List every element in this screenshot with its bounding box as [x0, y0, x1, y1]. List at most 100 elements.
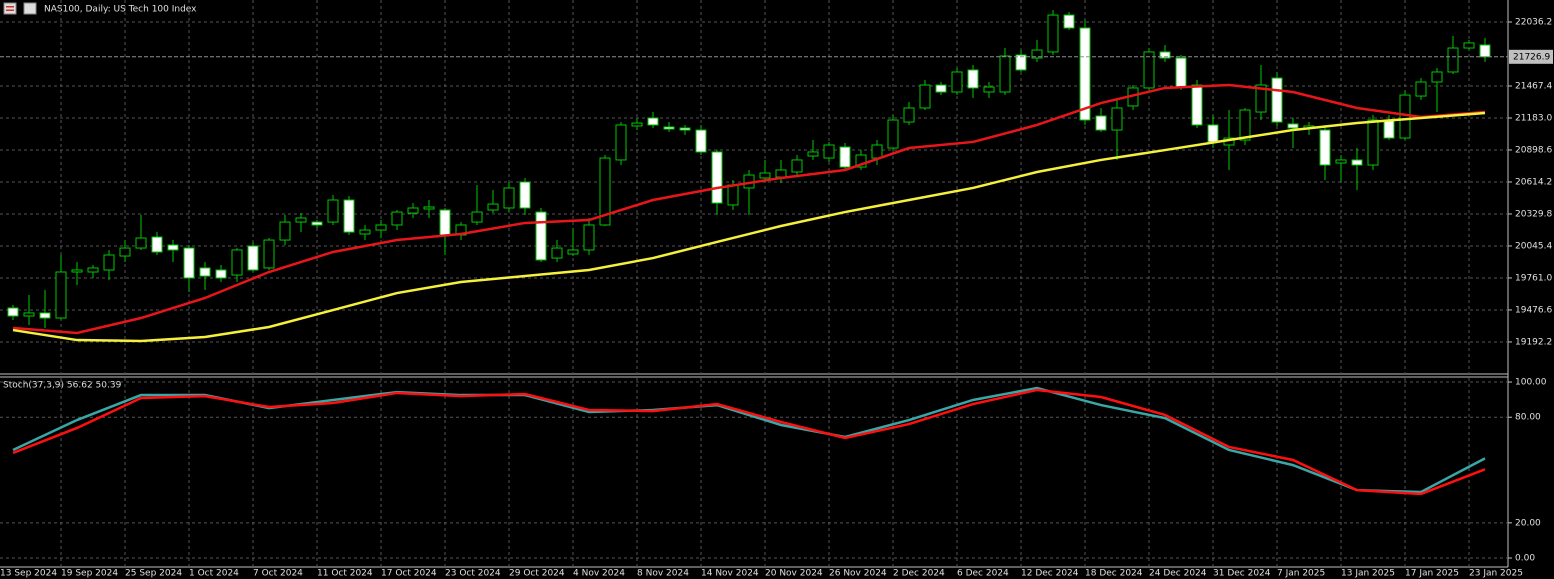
candle-body	[1415, 81, 1427, 97]
x-tick-label: 11 Oct 2024	[317, 569, 373, 579]
x-tick-label: 17 Oct 2024	[381, 569, 437, 579]
candle-body	[1447, 47, 1459, 73]
x-tick-label: 19 Sep 2024	[61, 569, 118, 579]
candle-body	[359, 229, 371, 235]
candle-body	[247, 245, 259, 271]
candle-body	[551, 247, 563, 259]
candle-body	[775, 169, 787, 178]
candle-body	[23, 312, 35, 317]
x-tick-label: 6 Dec 2024	[957, 569, 1009, 579]
candle-body	[663, 126, 675, 130]
y-tick-label: 0.00	[1515, 554, 1535, 564]
candle-body	[919, 84, 931, 109]
x-tick-label: 18 Dec 2024	[1085, 569, 1143, 579]
candle-body	[1319, 129, 1331, 166]
price-label-box	[1509, 49, 1553, 64]
candle-body	[791, 159, 803, 173]
indicator-line	[12, 83, 1486, 335]
candle-body	[103, 254, 115, 271]
candle-body	[391, 211, 403, 226]
candle-body	[727, 184, 739, 206]
candle-body	[615, 124, 627, 161]
candle-body	[407, 207, 419, 214]
price-label: 21726.9	[1513, 52, 1550, 62]
candle-body	[1207, 124, 1219, 143]
x-tick-label: 17 Jan 2025	[1405, 569, 1459, 579]
y-tick-label: 20.00	[1515, 518, 1541, 528]
candle-body	[1031, 49, 1043, 59]
candle-body	[1095, 115, 1107, 131]
x-tick-label: 2 Dec 2024	[893, 569, 945, 579]
menu-icon[interactable]	[3, 2, 17, 15]
y-tick-label: 20045.4	[1515, 241, 1552, 251]
candle-body	[7, 307, 19, 317]
x-tick-label: 23 Oct 2024	[445, 569, 501, 579]
candle-body	[1047, 14, 1059, 53]
y-tick-label: 20898.6	[1515, 145, 1552, 155]
candle-body	[1255, 84, 1267, 113]
candle-body	[375, 224, 387, 231]
candle-body	[935, 84, 947, 93]
symbol-icon[interactable]	[23, 2, 37, 15]
x-tick-label: 7 Jan 2025	[1277, 569, 1325, 579]
x-tick-label: 13 Sep 2024	[0, 569, 57, 579]
candle-body	[423, 206, 435, 210]
candle-body	[1479, 44, 1491, 58]
chart-title: NAS100, Daily: US Tech 100 Index	[44, 5, 197, 15]
candle-body	[439, 209, 451, 236]
candle-body	[1079, 27, 1091, 121]
candle-body	[887, 119, 899, 149]
candle-body	[1351, 159, 1363, 166]
candle-body	[1175, 57, 1187, 88]
x-tick-label: 12 Dec 2024	[1021, 569, 1079, 579]
y-tick-label: 100.00	[1515, 378, 1547, 388]
y-tick-label: 20614.2	[1515, 177, 1552, 187]
candle-body	[599, 157, 611, 226]
candle-body	[1271, 77, 1283, 123]
candle-body	[535, 211, 547, 261]
candle-body	[967, 69, 979, 89]
candle-body	[631, 122, 643, 127]
x-tick-label: 20 Nov 2024	[765, 569, 823, 579]
candle-body	[55, 271, 67, 319]
indicator-line	[12, 111, 1486, 343]
candle-body	[855, 154, 867, 168]
candle-body	[1015, 54, 1027, 71]
candle-body	[1159, 51, 1171, 59]
candle-body	[1287, 123, 1299, 129]
candle-body	[311, 221, 323, 226]
candle-body	[1383, 119, 1395, 139]
candle-body	[679, 127, 691, 131]
candle-body	[1367, 119, 1379, 166]
y-tick-label: 20329.8	[1515, 209, 1552, 219]
x-tick-label: 25 Sep 2024	[125, 569, 182, 579]
candle-body	[295, 217, 307, 223]
menu-icon-line	[6, 9, 14, 11]
candle-body	[1335, 159, 1347, 164]
y-tick-label: 21183.0	[1515, 113, 1552, 123]
candle-body	[1463, 42, 1475, 49]
candle-body	[503, 187, 515, 209]
candle-body	[951, 71, 963, 93]
candle-body	[1431, 71, 1443, 83]
indicator-line	[12, 388, 1486, 496]
y-tick-label: 80.00	[1515, 413, 1541, 423]
x-tick-label: 8 Nov 2024	[637, 569, 689, 579]
x-tick-label: 29 Oct 2024	[509, 569, 565, 579]
x-tick-label: 13 Jan 2025	[1341, 569, 1395, 579]
x-tick-label: 1 Oct 2024	[189, 569, 239, 579]
candle-body	[583, 224, 595, 251]
candle-body	[119, 247, 131, 257]
candle-body	[183, 247, 195, 279]
candle-body	[759, 172, 771, 179]
candle-body	[695, 129, 707, 153]
candle-body	[839, 146, 851, 168]
candle-body	[1399, 94, 1411, 139]
x-tick-label: 31 Dec 2024	[1213, 569, 1271, 579]
candle-body	[1111, 107, 1123, 131]
candle-body	[327, 199, 339, 223]
candle-body	[999, 55, 1011, 93]
